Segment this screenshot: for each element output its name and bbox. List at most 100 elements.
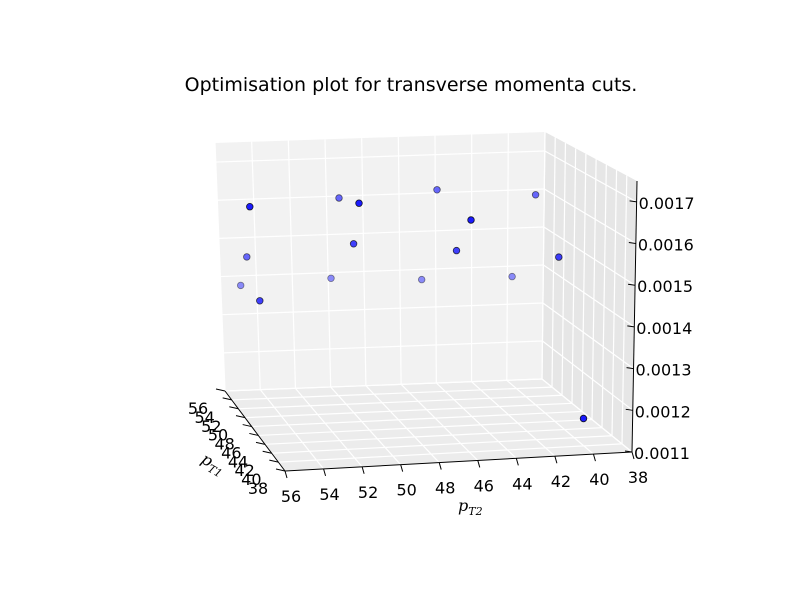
data-point <box>349 240 358 248</box>
y-tick <box>400 464 404 472</box>
grid-line <box>542 340 634 411</box>
grid-line <box>221 302 543 316</box>
grid-line <box>365 385 440 463</box>
grid-line <box>251 141 261 390</box>
x-tick <box>229 406 239 410</box>
grid-line <box>238 394 563 410</box>
grid-line <box>223 340 543 354</box>
y-tick <box>477 460 481 468</box>
grid-line <box>561 142 567 396</box>
grid-line <box>217 188 545 201</box>
y-tick-label: 50 <box>396 481 416 500</box>
y-tick <box>515 458 519 466</box>
grid-line <box>294 387 363 468</box>
data-point <box>508 272 516 281</box>
data-point <box>256 297 264 305</box>
data-point <box>327 274 335 282</box>
data-point <box>452 246 461 255</box>
data-point <box>531 191 540 199</box>
grid-line <box>361 138 367 386</box>
x-tick-label: 46 <box>221 443 241 462</box>
data-point <box>418 275 426 284</box>
z-tick-label: 0.0011 <box>634 444 690 463</box>
x-tick <box>235 415 246 419</box>
grid-line <box>541 378 633 453</box>
data-point <box>335 194 343 202</box>
grid-line <box>611 170 618 436</box>
grid-line <box>244 402 573 419</box>
grid-line <box>506 133 509 381</box>
x-tick <box>222 397 232 401</box>
grid-line <box>215 150 545 163</box>
axis-line <box>631 180 638 453</box>
y-tick <box>438 462 442 470</box>
grid-line <box>259 389 325 470</box>
z-tick <box>625 408 633 411</box>
y-tick-label: 52 <box>358 483 378 502</box>
z-tick <box>626 367 634 370</box>
x-tick-label: 52 <box>201 417 221 436</box>
grid-line <box>544 188 637 245</box>
z-tick-label: 0.0016 <box>638 236 694 255</box>
z-tick-label: 0.0012 <box>635 402 691 421</box>
z-tick-label: 0.0014 <box>636 319 692 338</box>
data-point <box>246 202 254 211</box>
z-tick <box>624 450 633 453</box>
x-tick <box>262 450 272 454</box>
y-tick-label: 44 <box>512 474 532 493</box>
grid-line <box>220 264 544 278</box>
grid-line <box>434 135 437 384</box>
y-tick-label: 56 <box>281 487 301 506</box>
grid-line <box>324 139 332 388</box>
z-tick-label: 0.0015 <box>637 277 693 296</box>
grid-line <box>591 159 597 420</box>
grid-line <box>621 175 628 444</box>
grid-line <box>542 302 634 370</box>
y-tick <box>284 470 288 479</box>
grid-line <box>400 383 479 461</box>
axis-lines <box>215 180 638 479</box>
x-tick <box>215 388 226 392</box>
z-tick-label: 0.0017 <box>639 194 695 213</box>
grid-line <box>251 410 583 428</box>
data-point <box>433 186 441 194</box>
y-axis-label: pT2 <box>458 496 483 518</box>
x-tick-label: 38 <box>248 479 268 498</box>
y-tick-label: 46 <box>474 476 494 495</box>
x-tick-label: 40 <box>241 470 261 489</box>
grid-line <box>543 264 635 328</box>
grid-line <box>541 131 546 380</box>
y-tick <box>323 468 327 477</box>
grid-line <box>435 382 517 459</box>
floor-pane <box>225 379 632 471</box>
grid-line <box>551 137 556 388</box>
x-tick-label: 54 <box>194 408 214 427</box>
grid-line <box>287 140 297 389</box>
data-point <box>579 414 588 423</box>
x-tick <box>242 424 252 428</box>
grid-line <box>397 136 402 385</box>
y-tick <box>592 453 596 462</box>
grid-line <box>471 381 556 457</box>
grid-line <box>218 226 544 239</box>
x-tick <box>275 468 286 472</box>
data-point <box>355 199 363 207</box>
grid-line <box>506 379 594 455</box>
z-tick-label: 0.0013 <box>636 361 692 380</box>
tick-labels: 56 54 52 50 48 46 44 42 40 3838404244464850525456… <box>188 194 695 506</box>
grid-line <box>581 153 587 412</box>
y-tick <box>631 451 635 460</box>
chart-title: Optimisation plot for transverse momenta… <box>185 74 638 96</box>
y-tick-label: 40 <box>589 470 609 489</box>
grid-line <box>224 378 543 392</box>
grid-line <box>231 386 553 401</box>
y-tick-label: 48 <box>435 479 455 498</box>
y-tick-label: 54 <box>319 485 339 504</box>
x-tick <box>255 441 266 445</box>
grid-line <box>264 427 603 445</box>
grid-line <box>258 418 593 437</box>
x-tick <box>269 459 279 463</box>
data-point <box>243 253 251 261</box>
axis-line <box>284 451 633 472</box>
